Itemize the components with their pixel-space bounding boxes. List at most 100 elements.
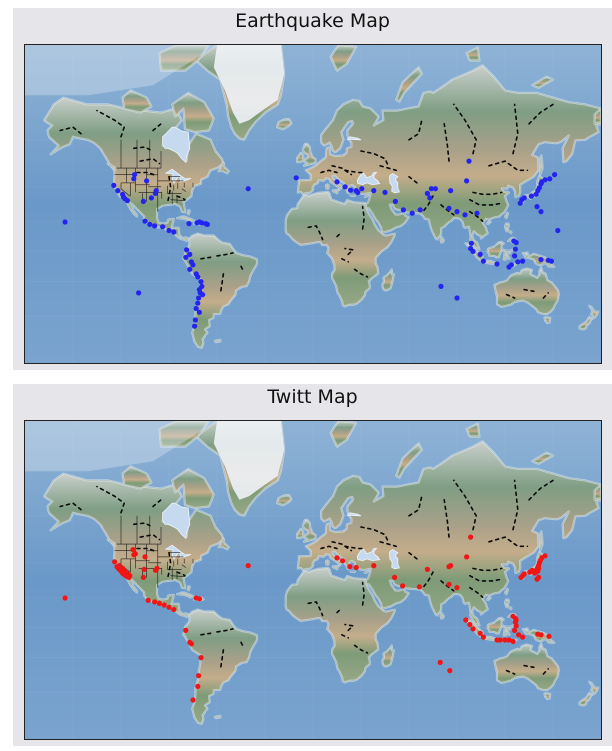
map-marker[interactable]: [427, 195, 433, 201]
map-marker[interactable]: [536, 574, 542, 580]
map-marker[interactable]: [355, 189, 361, 195]
map-marker[interactable]: [392, 574, 398, 580]
map-marker[interactable]: [466, 158, 472, 164]
map-marker[interactable]: [502, 637, 508, 643]
map-marker[interactable]: [548, 258, 555, 264]
map-marker[interactable]: [512, 246, 518, 252]
map-marker[interactable]: [552, 172, 558, 178]
map-marker[interactable]: [555, 227, 561, 234]
map-marker[interactable]: [468, 534, 474, 540]
map-marker[interactable]: [196, 596, 202, 602]
map-marker[interactable]: [156, 600, 162, 606]
map-marker[interactable]: [497, 637, 503, 643]
map-marker[interactable]: [152, 223, 158, 229]
map-marker[interactable]: [512, 627, 518, 633]
map-marker[interactable]: [392, 198, 398, 204]
map-marker[interactable]: [417, 207, 423, 213]
map-marker[interactable]: [371, 188, 377, 194]
map-marker[interactable]: [516, 632, 522, 638]
map-marker[interactable]: [510, 613, 516, 619]
map-marker[interactable]: [512, 253, 518, 259]
map-marker[interactable]: [112, 559, 118, 565]
map-marker[interactable]: [542, 177, 548, 183]
map-marker[interactable]: [511, 238, 517, 244]
map-marker[interactable]: [161, 602, 167, 608]
map-marker[interactable]: [538, 632, 544, 638]
map-marker[interactable]: [196, 295, 202, 301]
map-marker[interactable]: [118, 565, 124, 571]
map-marker[interactable]: [166, 227, 172, 234]
map-marker[interactable]: [454, 295, 460, 301]
map-marker[interactable]: [464, 554, 470, 560]
map-marker[interactable]: [547, 176, 553, 182]
map-marker[interactable]: [359, 186, 365, 192]
map-marker[interactable]: [195, 274, 201, 280]
map-marker[interactable]: [353, 564, 359, 571]
map-marker[interactable]: [508, 262, 514, 268]
map-marker[interactable]: [428, 186, 434, 192]
map-marker[interactable]: [142, 218, 148, 224]
map-marker[interactable]: [187, 266, 193, 272]
map-marker[interactable]: [437, 659, 443, 665]
map-marker[interactable]: [145, 597, 151, 603]
map-marker[interactable]: [183, 627, 189, 633]
map-marker[interactable]: [416, 584, 422, 590]
map-marker[interactable]: [454, 209, 460, 215]
map-marker[interactable]: [124, 198, 130, 204]
map-marker[interactable]: [334, 555, 340, 561]
map-marker[interactable]: [454, 585, 460, 591]
map-marker[interactable]: [188, 641, 194, 647]
map-marker[interactable]: [196, 219, 202, 225]
map-marker[interactable]: [513, 617, 519, 623]
map-marker[interactable]: [463, 617, 469, 623]
map-marker[interactable]: [127, 573, 133, 579]
map-marker[interactable]: [446, 205, 452, 211]
map-marker[interactable]: [521, 195, 527, 201]
map-marker[interactable]: [510, 638, 516, 645]
map-marker[interactable]: [184, 247, 190, 253]
map-marker[interactable]: [515, 259, 521, 265]
map-marker[interactable]: [147, 221, 153, 227]
map-marker[interactable]: [468, 240, 474, 246]
map-marker[interactable]: [144, 178, 150, 184]
map-marker[interactable]: [462, 212, 468, 218]
map-marker[interactable]: [195, 300, 201, 306]
map-marker[interactable]: [534, 204, 540, 210]
map-marker[interactable]: [141, 566, 147, 572]
map-marker[interactable]: [446, 581, 452, 587]
map-marker[interactable]: [190, 262, 196, 268]
map-marker[interactable]: [448, 188, 454, 194]
map-marker[interactable]: [382, 189, 388, 195]
map-marker[interactable]: [528, 193, 534, 199]
map-marker[interactable]: [521, 571, 527, 577]
map-marker[interactable]: [464, 178, 470, 184]
map-marker[interactable]: [536, 185, 542, 191]
map-marker[interactable]: [136, 290, 142, 296]
map-marker[interactable]: [480, 258, 486, 264]
map-marker[interactable]: [198, 279, 204, 285]
map-marker[interactable]: [334, 179, 340, 185]
map-marker[interactable]: [536, 565, 542, 571]
map-marker[interactable]: [130, 547, 136, 553]
map-marker[interactable]: [347, 564, 353, 570]
map-marker[interactable]: [142, 554, 148, 560]
map-marker[interactable]: [62, 595, 68, 601]
map-marker[interactable]: [120, 569, 126, 575]
map-marker[interactable]: [340, 558, 346, 564]
map-marker[interactable]: [409, 210, 415, 216]
map-marker[interactable]: [520, 258, 526, 264]
map-marker[interactable]: [192, 317, 198, 323]
map-marker[interactable]: [198, 655, 204, 661]
twitt-world-map[interactable]: [24, 420, 602, 740]
map-marker[interactable]: [424, 566, 430, 572]
map-marker[interactable]: [166, 604, 172, 610]
map-marker[interactable]: [186, 221, 192, 227]
map-marker[interactable]: [245, 186, 251, 192]
map-marker[interactable]: [154, 565, 160, 571]
map-marker[interactable]: [342, 184, 348, 190]
map-marker[interactable]: [195, 683, 201, 689]
map-marker[interactable]: [494, 261, 500, 267]
map-marker[interactable]: [467, 621, 473, 628]
map-marker[interactable]: [62, 219, 68, 225]
map-marker[interactable]: [132, 172, 138, 178]
